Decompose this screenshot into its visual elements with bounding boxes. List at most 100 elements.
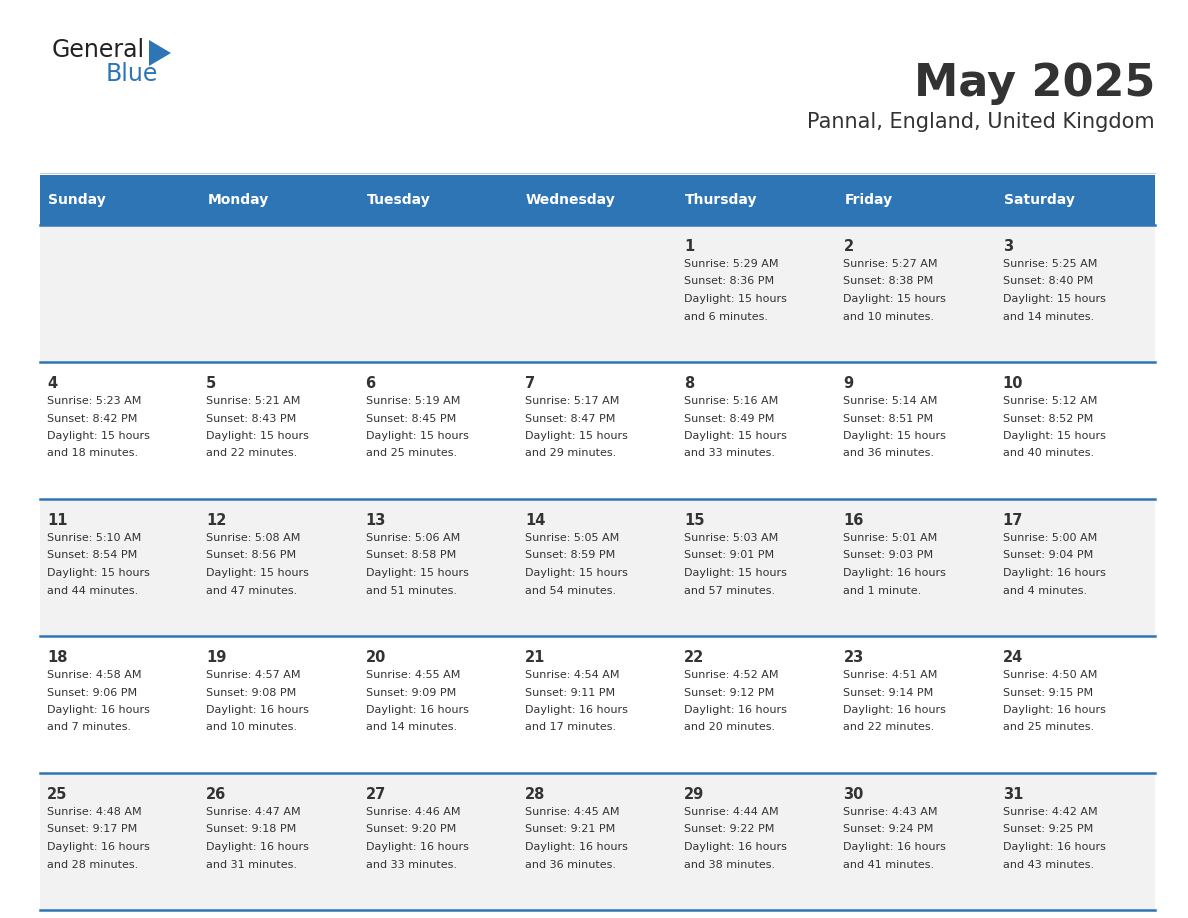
Text: and 10 minutes.: and 10 minutes.: [207, 722, 297, 733]
Bar: [836, 175, 996, 225]
Text: Daylight: 15 hours: Daylight: 15 hours: [684, 431, 786, 441]
Text: Sunrise: 4:45 AM: Sunrise: 4:45 AM: [525, 807, 619, 817]
Text: Daylight: 16 hours: Daylight: 16 hours: [207, 842, 309, 852]
Text: and 54 minutes.: and 54 minutes.: [525, 586, 617, 596]
Bar: [40, 636, 1155, 773]
Text: Sunset: 9:17 PM: Sunset: 9:17 PM: [48, 824, 138, 834]
Text: Sunset: 8:36 PM: Sunset: 8:36 PM: [684, 276, 775, 286]
Text: Sunset: 9:01 PM: Sunset: 9:01 PM: [684, 551, 775, 561]
Text: 11: 11: [48, 513, 68, 528]
Text: and 7 minutes.: and 7 minutes.: [48, 722, 131, 733]
Text: and 36 minutes.: and 36 minutes.: [843, 449, 935, 458]
Text: and 36 minutes.: and 36 minutes.: [525, 859, 615, 869]
Text: Sunrise: 5:14 AM: Sunrise: 5:14 AM: [843, 396, 937, 406]
Text: and 43 minutes.: and 43 minutes.: [1003, 859, 1094, 869]
Text: Sunset: 8:38 PM: Sunset: 8:38 PM: [843, 276, 934, 286]
Text: 9: 9: [843, 376, 853, 391]
Text: and 18 minutes.: and 18 minutes.: [48, 449, 138, 458]
Text: Sunrise: 4:51 AM: Sunrise: 4:51 AM: [843, 670, 937, 680]
Text: and 33 minutes.: and 33 minutes.: [684, 449, 775, 458]
Text: Daylight: 15 hours: Daylight: 15 hours: [525, 568, 627, 578]
Text: Sunrise: 5:23 AM: Sunrise: 5:23 AM: [48, 396, 141, 406]
Bar: [40, 362, 1155, 499]
Text: Daylight: 16 hours: Daylight: 16 hours: [48, 705, 150, 715]
Text: Sunday: Sunday: [48, 193, 106, 207]
Text: Sunrise: 5:05 AM: Sunrise: 5:05 AM: [525, 533, 619, 543]
Text: and 57 minutes.: and 57 minutes.: [684, 586, 776, 596]
Text: Daylight: 15 hours: Daylight: 15 hours: [843, 294, 947, 304]
Text: Sunset: 8:40 PM: Sunset: 8:40 PM: [1003, 276, 1093, 286]
Text: Sunrise: 5:06 AM: Sunrise: 5:06 AM: [366, 533, 460, 543]
Text: Daylight: 15 hours: Daylight: 15 hours: [48, 568, 150, 578]
Text: and 51 minutes.: and 51 minutes.: [366, 586, 456, 596]
Text: and 28 minutes.: and 28 minutes.: [48, 859, 138, 869]
Text: Tuesday: Tuesday: [367, 193, 430, 207]
Text: and 22 minutes.: and 22 minutes.: [843, 722, 935, 733]
Text: Daylight: 15 hours: Daylight: 15 hours: [525, 431, 627, 441]
Text: Sunset: 8:49 PM: Sunset: 8:49 PM: [684, 413, 775, 423]
Text: 18: 18: [48, 650, 68, 665]
Text: 15: 15: [684, 513, 704, 528]
Text: 1: 1: [684, 239, 695, 254]
Text: Sunset: 8:45 PM: Sunset: 8:45 PM: [366, 413, 456, 423]
Text: 12: 12: [207, 513, 227, 528]
Text: 7: 7: [525, 376, 535, 391]
Text: and 14 minutes.: and 14 minutes.: [1003, 311, 1094, 321]
Text: 30: 30: [843, 787, 864, 802]
Text: Sunset: 8:47 PM: Sunset: 8:47 PM: [525, 413, 615, 423]
Text: Sunset: 9:15 PM: Sunset: 9:15 PM: [1003, 688, 1093, 698]
Text: Sunrise: 5:03 AM: Sunrise: 5:03 AM: [684, 533, 778, 543]
Text: and 17 minutes.: and 17 minutes.: [525, 722, 617, 733]
Text: 20: 20: [366, 650, 386, 665]
Text: Daylight: 16 hours: Daylight: 16 hours: [1003, 568, 1106, 578]
Bar: [518, 175, 677, 225]
Text: 24: 24: [1003, 650, 1023, 665]
Text: Daylight: 16 hours: Daylight: 16 hours: [1003, 705, 1106, 715]
Text: and 38 minutes.: and 38 minutes.: [684, 859, 776, 869]
Text: General: General: [52, 38, 145, 62]
Text: Sunset: 9:06 PM: Sunset: 9:06 PM: [48, 688, 137, 698]
Text: Sunrise: 5:25 AM: Sunrise: 5:25 AM: [1003, 259, 1097, 269]
Text: and 33 minutes.: and 33 minutes.: [366, 859, 456, 869]
Text: 2: 2: [843, 239, 853, 254]
Text: 6: 6: [366, 376, 375, 391]
Text: Daylight: 16 hours: Daylight: 16 hours: [525, 842, 627, 852]
Text: Daylight: 15 hours: Daylight: 15 hours: [843, 431, 947, 441]
Text: Sunrise: 4:44 AM: Sunrise: 4:44 AM: [684, 807, 779, 817]
Bar: [200, 175, 359, 225]
Text: 31: 31: [1003, 787, 1023, 802]
Text: Sunset: 9:03 PM: Sunset: 9:03 PM: [843, 551, 934, 561]
Text: Sunrise: 5:17 AM: Sunrise: 5:17 AM: [525, 396, 619, 406]
Polygon shape: [148, 40, 171, 66]
Text: Sunset: 9:14 PM: Sunset: 9:14 PM: [843, 688, 934, 698]
Text: Daylight: 15 hours: Daylight: 15 hours: [366, 568, 468, 578]
Text: Sunrise: 4:50 AM: Sunrise: 4:50 AM: [1003, 670, 1097, 680]
Text: Sunrise: 5:19 AM: Sunrise: 5:19 AM: [366, 396, 460, 406]
Text: Sunrise: 4:48 AM: Sunrise: 4:48 AM: [48, 807, 141, 817]
Text: 3: 3: [1003, 239, 1013, 254]
Text: Sunrise: 5:10 AM: Sunrise: 5:10 AM: [48, 533, 141, 543]
Text: 26: 26: [207, 787, 227, 802]
Text: 17: 17: [1003, 513, 1023, 528]
Text: Daylight: 15 hours: Daylight: 15 hours: [207, 431, 309, 441]
Text: Sunset: 9:18 PM: Sunset: 9:18 PM: [207, 824, 297, 834]
Text: Sunset: 8:54 PM: Sunset: 8:54 PM: [48, 551, 138, 561]
Text: and 40 minutes.: and 40 minutes.: [1003, 449, 1094, 458]
Text: and 25 minutes.: and 25 minutes.: [1003, 722, 1094, 733]
Text: 10: 10: [1003, 376, 1023, 391]
Text: Sunset: 9:25 PM: Sunset: 9:25 PM: [1003, 824, 1093, 834]
Text: 23: 23: [843, 650, 864, 665]
Text: Daylight: 16 hours: Daylight: 16 hours: [48, 842, 150, 852]
Text: Friday: Friday: [845, 193, 892, 207]
Text: 19: 19: [207, 650, 227, 665]
Text: Sunset: 9:11 PM: Sunset: 9:11 PM: [525, 688, 615, 698]
Text: and 14 minutes.: and 14 minutes.: [366, 722, 456, 733]
Text: Sunset: 9:24 PM: Sunset: 9:24 PM: [843, 824, 934, 834]
Text: 16: 16: [843, 513, 864, 528]
Text: 27: 27: [366, 787, 386, 802]
Text: Daylight: 16 hours: Daylight: 16 hours: [684, 705, 786, 715]
Text: Sunrise: 4:54 AM: Sunrise: 4:54 AM: [525, 670, 619, 680]
Text: Sunset: 9:22 PM: Sunset: 9:22 PM: [684, 824, 775, 834]
Text: Sunrise: 5:16 AM: Sunrise: 5:16 AM: [684, 396, 778, 406]
Text: Sunrise: 5:29 AM: Sunrise: 5:29 AM: [684, 259, 778, 269]
